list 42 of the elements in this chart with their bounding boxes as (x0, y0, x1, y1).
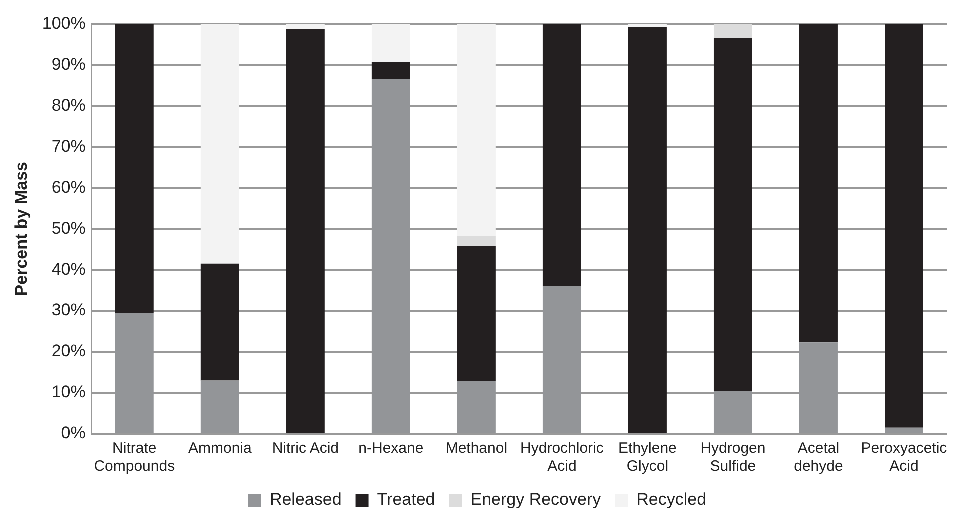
bar (115, 24, 154, 314)
x-tick-label: Acetal dehyde (794, 440, 844, 476)
legend-label: Energy Recovery (470, 490, 602, 510)
y-axis-title: Percent by Mass (12, 162, 31, 296)
y-tick-label: 30% (52, 300, 86, 320)
bar (714, 38, 752, 391)
bar (799, 24, 838, 343)
y-tick-label: 20% (52, 342, 86, 361)
x-tick-label: Peroxyacetic Acid (861, 440, 948, 476)
bar (200, 264, 240, 381)
bar (542, 24, 582, 286)
y-tick-label: 50% (52, 218, 86, 238)
x-tick-label: n-Hexane (358, 440, 424, 458)
x-tick-label: Ethylene Glycol (618, 440, 677, 476)
y-tick-label: 70% (52, 136, 86, 156)
y-tick-label: 60% (52, 178, 86, 197)
y-tick-label: 0% (61, 424, 86, 443)
bar (286, 29, 325, 434)
bar (628, 27, 667, 434)
legend-label: Recycled (636, 490, 707, 510)
x-tick-label: Nitrate Compounds (94, 440, 176, 476)
y-tick-label: 10% (52, 382, 86, 402)
x-tick-label: Nitric Acid (272, 440, 340, 458)
bar (457, 24, 496, 236)
y-tick-label: 40% (52, 260, 86, 279)
x-tick-label: Ammonia (188, 440, 252, 458)
y-tick-label: 80% (52, 96, 86, 115)
bar (885, 24, 924, 428)
legend-label: Released (270, 490, 342, 510)
bar (714, 24, 752, 39)
bar (286, 24, 325, 30)
bar (457, 246, 496, 382)
bar (372, 62, 410, 80)
x-tick-label: Methanol (446, 440, 508, 458)
y-tick-label: 100% (42, 14, 86, 33)
x-tick-label: Hydrogen Sulfide (700, 440, 766, 476)
bar (457, 236, 496, 246)
bar (372, 24, 410, 62)
x-tick-label: Hydrochloric Acid (520, 440, 604, 476)
bar (200, 24, 240, 264)
y-tick-label: 90% (52, 54, 86, 74)
legend-label: Treated (377, 490, 436, 510)
